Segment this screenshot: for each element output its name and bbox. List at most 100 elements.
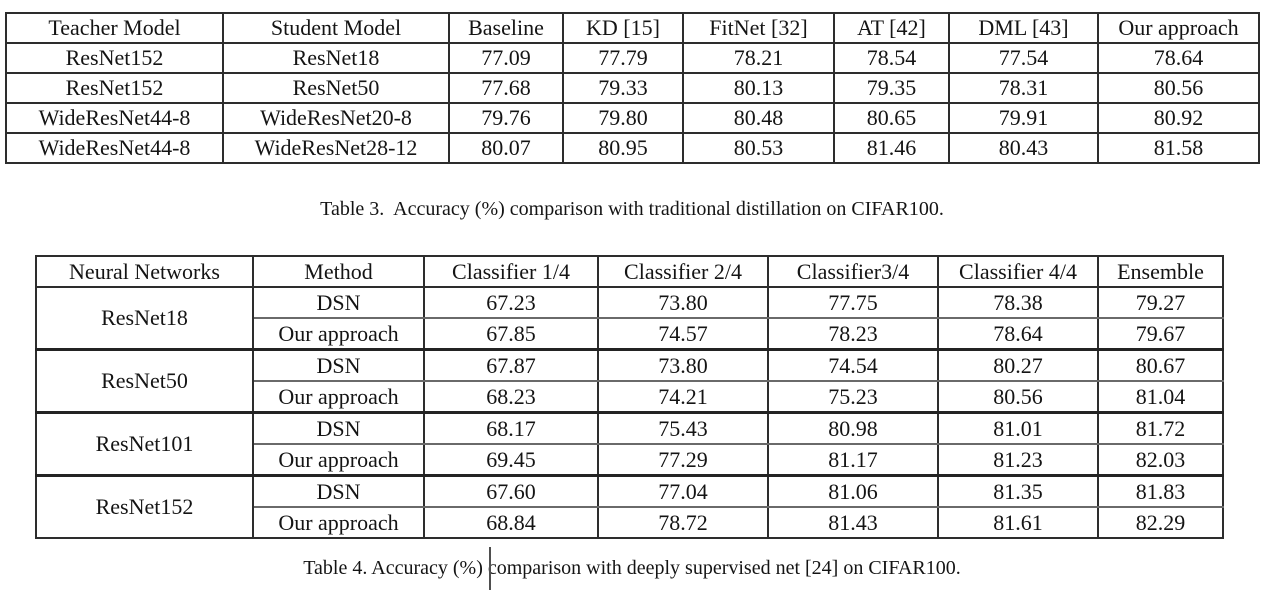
caption-char: c — [487, 557, 497, 579]
score-cell: 67.60 — [423, 474, 599, 508]
table-row: WideResNet44-8 WideResNet20-8 79.76 79.8… — [5, 102, 1260, 134]
score-cell: 79.67 — [1097, 317, 1224, 351]
score-cell: 81.83 — [1097, 474, 1224, 508]
column-rule-artifact — [488, 547, 491, 590]
score-cell: 79.76 — [448, 102, 564, 134]
teacher-model-cell: ResNet152 — [5, 42, 224, 74]
table-row: WideResNet44-8 WideResNet28-12 80.07 80.… — [5, 132, 1260, 164]
score-cell: 81.06 — [767, 474, 939, 508]
score-cell: 67.23 — [423, 286, 599, 319]
score-cell: 78.64 — [937, 317, 1099, 351]
score-cell: 79.27 — [1097, 286, 1224, 319]
score-cell: 79.33 — [562, 72, 684, 104]
score-cell: 81.35 — [937, 474, 1099, 508]
method-cell: Our approach — [252, 506, 425, 539]
column-header-classifier-4: Classifier 4/4 — [937, 255, 1099, 288]
score-cell: 78.38 — [937, 286, 1099, 319]
score-cell: 74.21 — [597, 380, 769, 414]
table-row: Our approach 68.84 78.72 81.43 81.61 82.… — [36, 506, 1224, 539]
score-cell: 80.56 — [1097, 72, 1260, 104]
score-cell: 81.61 — [937, 506, 1099, 539]
score-cell: 80.98 — [767, 411, 939, 445]
table-row: Our approach 69.45 77.29 81.17 81.23 82.… — [36, 443, 1224, 477]
score-cell: 81.23 — [937, 443, 1099, 477]
score-cell: 73.80 — [597, 348, 769, 382]
column-header-neural-networks: Neural Networks — [35, 255, 254, 288]
student-model-cell: ResNet50 — [222, 72, 450, 104]
score-cell: 77.09 — [448, 42, 564, 74]
teacher-model-cell: ResNet152 — [5, 72, 224, 104]
network-cell: ResNet18 — [35, 286, 254, 351]
score-cell: 67.85 — [423, 317, 599, 351]
caption-text-after: omparison with deeply supervised net [24… — [496, 557, 961, 579]
score-cell: 79.35 — [833, 72, 950, 104]
score-cell: 80.65 — [833, 102, 950, 134]
score-cell: 77.75 — [767, 286, 939, 319]
column-header-classifier-2: Classifier 2/4 — [597, 255, 769, 288]
score-cell: 77.29 — [597, 443, 769, 477]
score-cell: 80.07 — [448, 132, 564, 164]
score-cell: 81.46 — [833, 132, 950, 164]
method-cell: DSN — [252, 411, 425, 445]
table4-dsn-comparison: Neural Networks Method Classifier 1/4 Cl… — [35, 255, 1224, 539]
column-header-classifier-3: Classifier3/4 — [767, 255, 939, 288]
score-cell: 80.56 — [937, 380, 1099, 414]
score-cell: 81.01 — [937, 411, 1099, 445]
column-header-dml: DML [43] — [948, 12, 1099, 44]
score-cell: 69.45 — [423, 443, 599, 477]
column-header-kd: KD [15] — [562, 12, 684, 44]
score-cell: 77.68 — [448, 72, 564, 104]
table-row: ResNet152 ResNet18 77.09 77.79 78.21 78.… — [5, 42, 1260, 74]
table-row: ResNet101 DSN 68.17 75.43 80.98 81.01 81… — [35, 411, 1224, 477]
score-cell: 82.03 — [1097, 443, 1224, 477]
score-cell: 74.57 — [597, 317, 769, 351]
score-cell: 75.43 — [597, 411, 769, 445]
table-row: ResNet152 ResNet50 77.68 79.33 80.13 79.… — [5, 72, 1260, 104]
score-cell: 68.84 — [423, 506, 599, 539]
score-cell: 77.54 — [948, 42, 1099, 74]
score-cell: 77.79 — [562, 42, 684, 74]
network-cell: ResNet101 — [35, 411, 254, 477]
column-header-teacher-model: Teacher Model — [5, 12, 224, 44]
column-header-at: AT [42] — [833, 12, 950, 44]
table4-caption: Table 4. Accuracy (%) c omparison with de… — [0, 547, 1264, 590]
score-cell: 78.21 — [682, 42, 835, 74]
column-header-fitnet: FitNet [32] — [682, 12, 835, 44]
method-cell: DSN — [252, 474, 425, 508]
teacher-model-cell: WideResNet44-8 — [5, 102, 224, 134]
network-cell: ResNet50 — [35, 348, 254, 414]
score-cell: 77.04 — [597, 474, 769, 508]
caption-text-before: Table 4. Accuracy (%) — [303, 557, 488, 579]
student-model-cell: ResNet18 — [222, 42, 450, 74]
caption-char-with-artifact: c — [487, 547, 497, 590]
score-cell: 79.91 — [948, 102, 1099, 134]
score-cell: 78.64 — [1097, 42, 1260, 74]
table3-caption: Table 3. Accuracy (%) comparison with tr… — [320, 198, 944, 220]
method-cell: DSN — [252, 348, 425, 382]
score-cell: 80.95 — [562, 132, 684, 164]
method-cell: Our approach — [252, 443, 425, 477]
student-model-cell: WideResNet28-12 — [222, 132, 450, 164]
score-cell: 80.53 — [682, 132, 835, 164]
score-cell: 75.23 — [767, 380, 939, 414]
network-cell: ResNet152 — [35, 474, 254, 539]
student-model-cell: WideResNet20-8 — [222, 102, 450, 134]
teacher-model-cell: WideResNet44-8 — [5, 132, 224, 164]
column-header-classifier-1: Classifier 1/4 — [423, 255, 599, 288]
table-row: ResNet50 DSN 67.87 73.80 74.54 80.27 80.… — [35, 348, 1224, 414]
table-row: ResNet18 DSN 67.23 73.80 77.75 78.38 79.… — [35, 286, 1224, 351]
score-cell: 81.17 — [767, 443, 939, 477]
score-cell: 80.13 — [682, 72, 835, 104]
column-header-student-model: Student Model — [222, 12, 450, 44]
score-cell: 73.80 — [597, 286, 769, 319]
table4-header-row: Neural Networks Method Classifier 1/4 Cl… — [35, 255, 1224, 288]
table3-distillation-comparison: Teacher Model Student Model Baseline KD … — [5, 12, 1260, 164]
column-header-ensemble: Ensemble — [1097, 255, 1224, 288]
score-cell: 80.43 — [948, 132, 1099, 164]
column-header-method: Method — [252, 255, 425, 288]
score-cell: 78.31 — [948, 72, 1099, 104]
score-cell: 81.58 — [1097, 132, 1260, 164]
score-cell: 82.29 — [1097, 506, 1224, 539]
score-cell: 81.04 — [1097, 380, 1224, 414]
